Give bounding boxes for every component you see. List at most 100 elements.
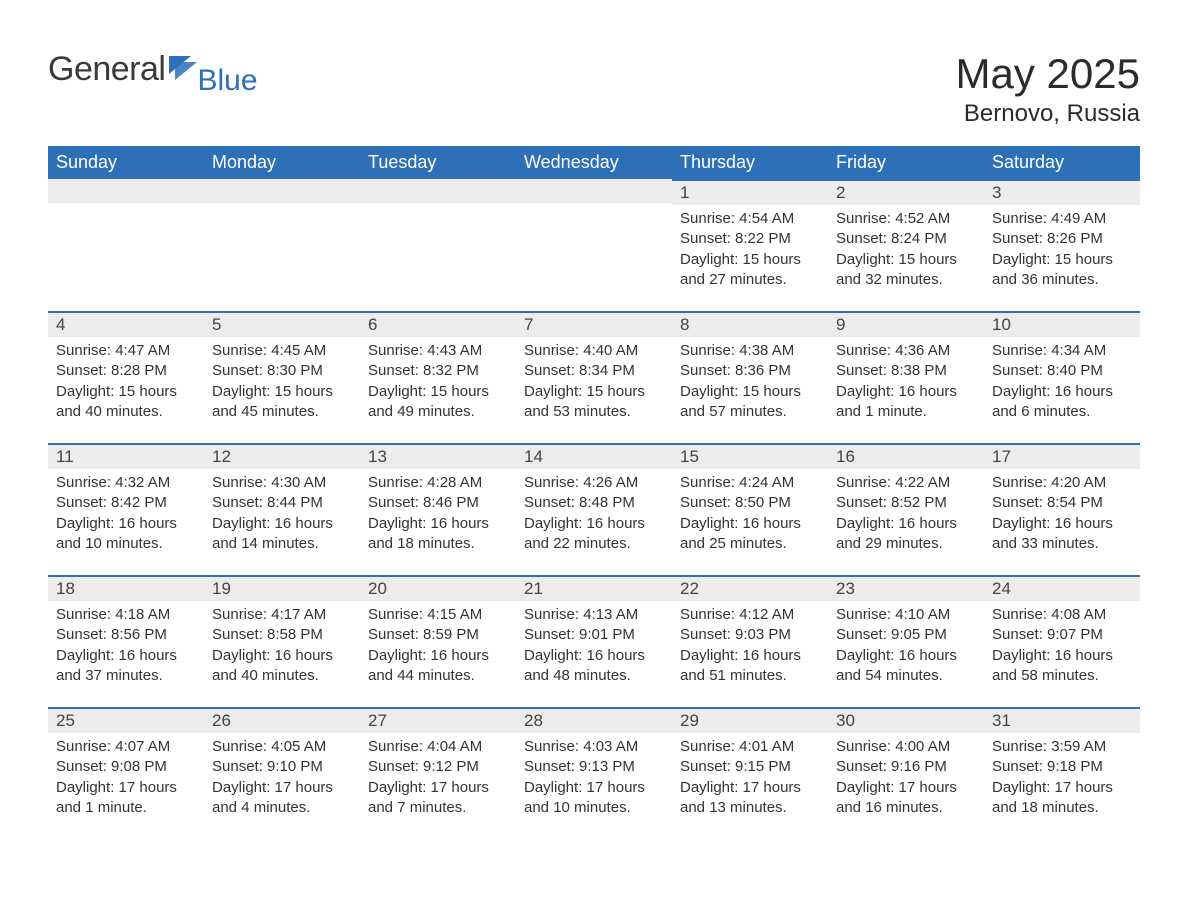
day-body: Sunrise: 4:49 AMSunset: 8:26 PMDaylight:… — [984, 205, 1140, 298]
sunset-text: Sunset: 9:13 PM — [524, 757, 664, 777]
day-header: Monday — [204, 146, 360, 179]
day-number: 22 — [672, 575, 828, 601]
day-header: Tuesday — [360, 146, 516, 179]
calendar-cell: 15Sunrise: 4:24 AMSunset: 8:50 PMDayligh… — [672, 443, 828, 575]
sunrise-text: Sunrise: 4:45 AM — [212, 341, 352, 361]
sunrise-text: Sunrise: 4:38 AM — [680, 341, 820, 361]
calendar-cell: 24Sunrise: 4:08 AMSunset: 9:07 PMDayligh… — [984, 575, 1140, 707]
sunset-text: Sunset: 9:08 PM — [56, 757, 196, 777]
calendar-cell: 1Sunrise: 4:54 AMSunset: 8:22 PMDaylight… — [672, 179, 828, 311]
day-body: Sunrise: 4:05 AMSunset: 9:10 PMDaylight:… — [204, 733, 360, 826]
day-body: Sunrise: 4:30 AMSunset: 8:44 PMDaylight:… — [204, 469, 360, 562]
sunrise-text: Sunrise: 4:17 AM — [212, 605, 352, 625]
sunset-text: Sunset: 8:46 PM — [368, 493, 508, 513]
day-number: 13 — [360, 443, 516, 469]
day-body: Sunrise: 4:47 AMSunset: 8:28 PMDaylight:… — [48, 337, 204, 430]
calendar-week: 25Sunrise: 4:07 AMSunset: 9:08 PMDayligh… — [48, 707, 1140, 839]
calendar-week: 11Sunrise: 4:32 AMSunset: 8:42 PMDayligh… — [48, 443, 1140, 575]
daylight-text: Daylight: 15 hours and 36 minutes. — [992, 250, 1132, 291]
sunrise-text: Sunrise: 4:01 AM — [680, 737, 820, 757]
calendar-cell: 22Sunrise: 4:12 AMSunset: 9:03 PMDayligh… — [672, 575, 828, 707]
day-header: Friday — [828, 146, 984, 179]
sunrise-text: Sunrise: 4:08 AM — [992, 605, 1132, 625]
day-body: Sunrise: 4:03 AMSunset: 9:13 PMDaylight:… — [516, 733, 672, 826]
day-number: 30 — [828, 707, 984, 733]
sunrise-text: Sunrise: 4:26 AM — [524, 473, 664, 493]
location-label: Bernovo, Russia — [956, 100, 1140, 128]
day-number: 17 — [984, 443, 1140, 469]
month-title: May 2025 — [956, 50, 1140, 98]
day-body: Sunrise: 4:00 AMSunset: 9:16 PMDaylight:… — [828, 733, 984, 826]
calendar-cell: 26Sunrise: 4:05 AMSunset: 9:10 PMDayligh… — [204, 707, 360, 839]
sunrise-text: Sunrise: 4:04 AM — [368, 737, 508, 757]
daylight-text: Daylight: 16 hours and 58 minutes. — [992, 646, 1132, 687]
sunset-text: Sunset: 9:05 PM — [836, 625, 976, 645]
day-number: 24 — [984, 575, 1140, 601]
day-body: Sunrise: 4:43 AMSunset: 8:32 PMDaylight:… — [360, 337, 516, 430]
day-body: Sunrise: 4:12 AMSunset: 9:03 PMDaylight:… — [672, 601, 828, 694]
daylight-text: Daylight: 17 hours and 18 minutes. — [992, 778, 1132, 819]
calendar-cell: 11Sunrise: 4:32 AMSunset: 8:42 PMDayligh… — [48, 443, 204, 575]
day-header: Sunday — [48, 146, 204, 179]
day-number: 19 — [204, 575, 360, 601]
daylight-text: Daylight: 16 hours and 44 minutes. — [368, 646, 508, 687]
sunset-text: Sunset: 8:36 PM — [680, 361, 820, 381]
daylight-text: Daylight: 17 hours and 10 minutes. — [524, 778, 664, 819]
sunset-text: Sunset: 9:03 PM — [680, 625, 820, 645]
day-number-empty — [516, 179, 672, 203]
sunrise-text: Sunrise: 4:32 AM — [56, 473, 196, 493]
calendar-header-row: SundayMondayTuesdayWednesdayThursdayFrid… — [48, 146, 1140, 179]
calendar-cell: 9Sunrise: 4:36 AMSunset: 8:38 PMDaylight… — [828, 311, 984, 443]
day-number: 11 — [48, 443, 204, 469]
sunset-text: Sunset: 9:16 PM — [836, 757, 976, 777]
calendar-cell — [516, 179, 672, 311]
sunrise-text: Sunrise: 4:13 AM — [524, 605, 664, 625]
daylight-text: Daylight: 16 hours and 22 minutes. — [524, 514, 664, 555]
day-body: Sunrise: 4:36 AMSunset: 8:38 PMDaylight:… — [828, 337, 984, 430]
daylight-text: Daylight: 15 hours and 32 minutes. — [836, 250, 976, 291]
calendar-cell: 13Sunrise: 4:28 AMSunset: 8:46 PMDayligh… — [360, 443, 516, 575]
day-number-empty — [48, 179, 204, 203]
daylight-text: Daylight: 16 hours and 54 minutes. — [836, 646, 976, 687]
day-body: Sunrise: 4:40 AMSunset: 8:34 PMDaylight:… — [516, 337, 672, 430]
sunset-text: Sunset: 8:28 PM — [56, 361, 196, 381]
day-number: 15 — [672, 443, 828, 469]
day-header: Wednesday — [516, 146, 672, 179]
calendar-cell — [48, 179, 204, 311]
daylight-text: Daylight: 15 hours and 40 minutes. — [56, 382, 196, 423]
sunset-text: Sunset: 8:50 PM — [680, 493, 820, 513]
day-number: 25 — [48, 707, 204, 733]
daylight-text: Daylight: 17 hours and 7 minutes. — [368, 778, 508, 819]
daylight-text: Daylight: 16 hours and 10 minutes. — [56, 514, 196, 555]
sunset-text: Sunset: 8:38 PM — [836, 361, 976, 381]
calendar-cell: 19Sunrise: 4:17 AMSunset: 8:58 PMDayligh… — [204, 575, 360, 707]
calendar-week: 1Sunrise: 4:54 AMSunset: 8:22 PMDaylight… — [48, 179, 1140, 311]
daylight-text: Daylight: 16 hours and 1 minute. — [836, 382, 976, 423]
day-body: Sunrise: 4:04 AMSunset: 9:12 PMDaylight:… — [360, 733, 516, 826]
day-number: 28 — [516, 707, 672, 733]
sunset-text: Sunset: 8:48 PM — [524, 493, 664, 513]
day-number: 18 — [48, 575, 204, 601]
day-body: Sunrise: 4:52 AMSunset: 8:24 PMDaylight:… — [828, 205, 984, 298]
calendar-cell: 30Sunrise: 4:00 AMSunset: 9:16 PMDayligh… — [828, 707, 984, 839]
day-body: Sunrise: 4:17 AMSunset: 8:58 PMDaylight:… — [204, 601, 360, 694]
daylight-text: Daylight: 16 hours and 51 minutes. — [680, 646, 820, 687]
sunrise-text: Sunrise: 4:00 AM — [836, 737, 976, 757]
calendar-cell: 28Sunrise: 4:03 AMSunset: 9:13 PMDayligh… — [516, 707, 672, 839]
sunrise-text: Sunrise: 4:10 AM — [836, 605, 976, 625]
sunrise-text: Sunrise: 4:34 AM — [992, 341, 1132, 361]
day-number: 16 — [828, 443, 984, 469]
sunset-text: Sunset: 9:10 PM — [212, 757, 352, 777]
day-number: 23 — [828, 575, 984, 601]
sunset-text: Sunset: 8:30 PM — [212, 361, 352, 381]
day-number: 2 — [828, 179, 984, 205]
day-number: 20 — [360, 575, 516, 601]
daylight-text: Daylight: 16 hours and 6 minutes. — [992, 382, 1132, 423]
sunset-text: Sunset: 8:59 PM — [368, 625, 508, 645]
sunrise-text: Sunrise: 4:36 AM — [836, 341, 976, 361]
sunset-text: Sunset: 8:32 PM — [368, 361, 508, 381]
day-body: Sunrise: 4:45 AMSunset: 8:30 PMDaylight:… — [204, 337, 360, 430]
calendar-week: 18Sunrise: 4:18 AMSunset: 8:56 PMDayligh… — [48, 575, 1140, 707]
daylight-text: Daylight: 16 hours and 25 minutes. — [680, 514, 820, 555]
calendar-cell: 14Sunrise: 4:26 AMSunset: 8:48 PMDayligh… — [516, 443, 672, 575]
